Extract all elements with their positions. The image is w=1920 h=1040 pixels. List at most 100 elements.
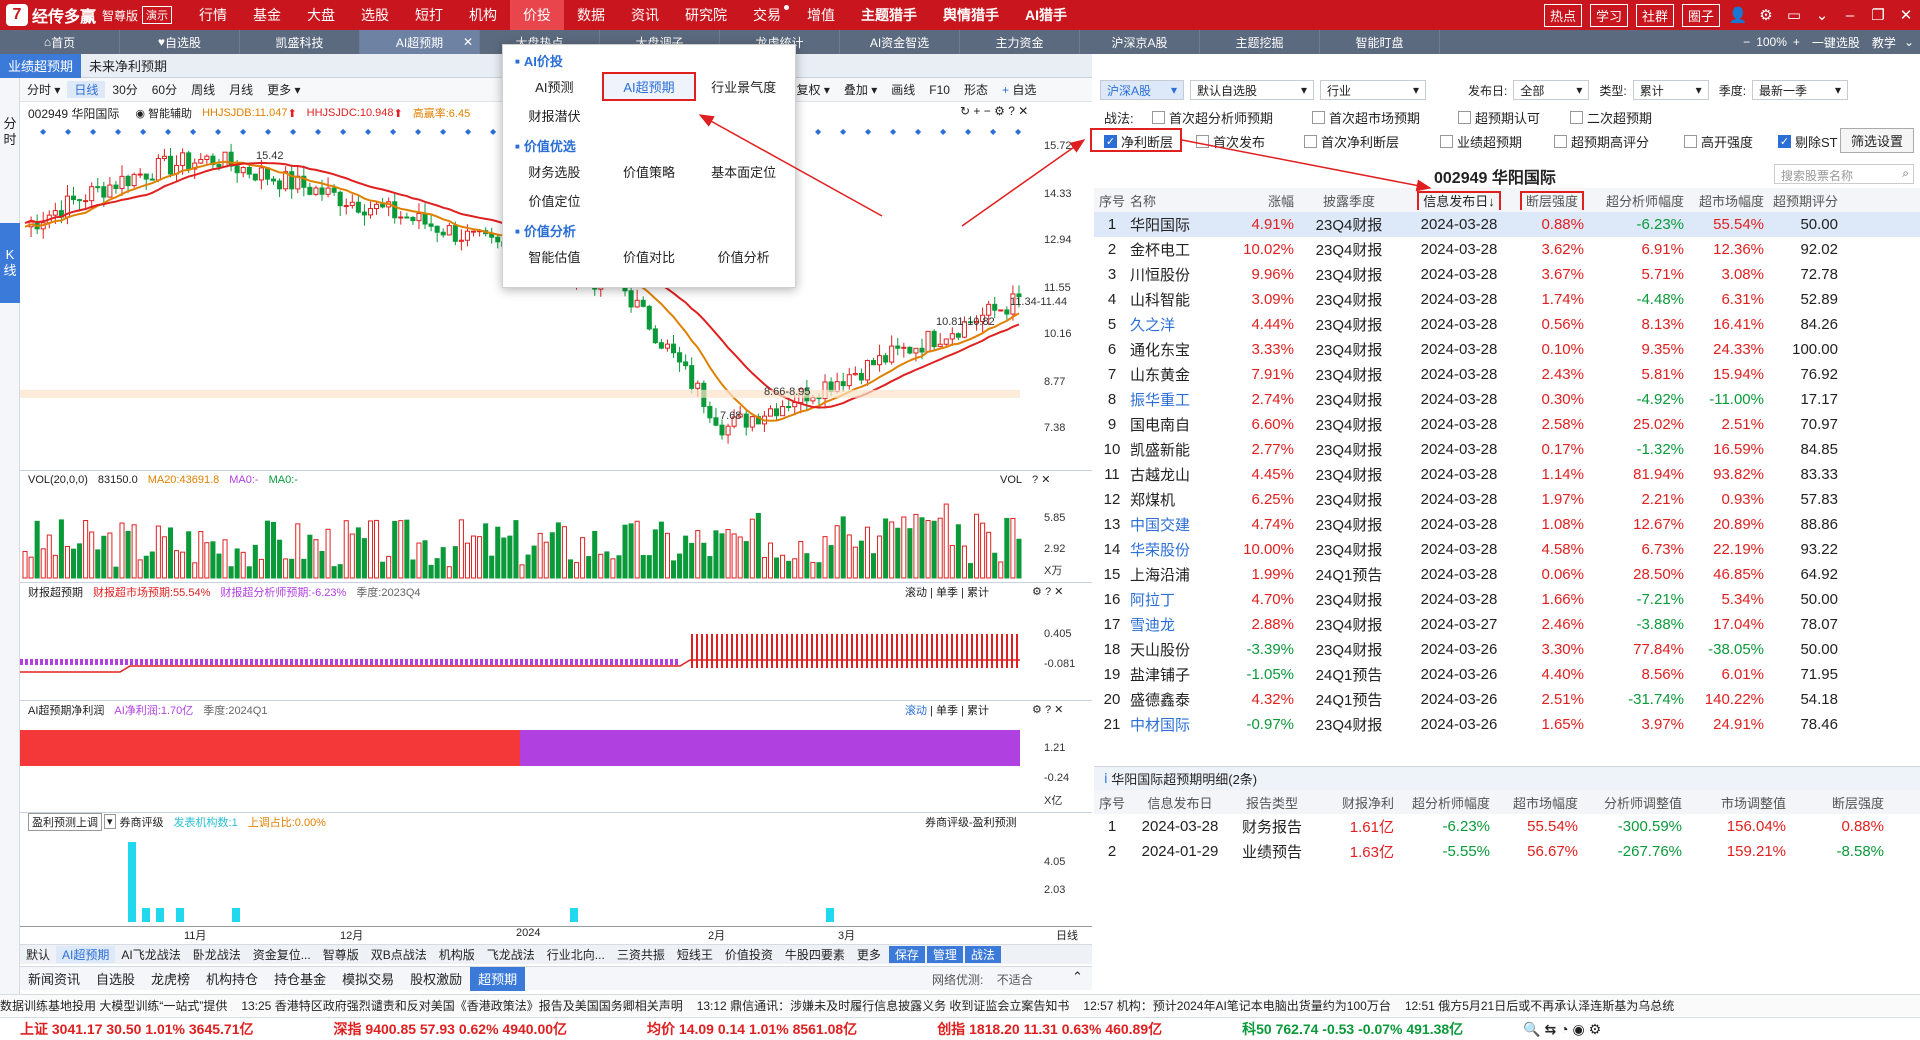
menu-news[interactable]: 资讯 xyxy=(631,7,660,23)
popup-value-locate[interactable]: 价值定位 xyxy=(528,194,581,209)
menu-pick[interactable]: 选股 xyxy=(361,7,390,23)
index-quote[interactable]: 科50 762.74 -0.53 -0.07% 491.38亿 xyxy=(1242,1021,1464,1037)
popup-valuation[interactable]: 智能估值 xyxy=(528,250,581,265)
volume-chart[interactable] xyxy=(20,488,1040,580)
gear-icon[interactable]: ⚙ xyxy=(1759,7,1773,24)
menu-data[interactable]: 数据 xyxy=(577,7,606,23)
tab-a-share[interactable]: 沪深京A股 xyxy=(1080,30,1200,54)
th-name[interactable]: 名称 xyxy=(1130,193,1157,209)
table-row[interactable]: 3 川恒股份 9.96% 23Q4财报 2024-03-28 3.67% 5.71% 3.08… xyxy=(1094,262,1920,287)
indicator-tab[interactable]: 行业北向... xyxy=(546,948,605,962)
period-30m[interactable]: 30分 xyxy=(112,83,138,97)
table-row[interactable]: 21 中材国际 -0.97% 23Q4财报 2024-03-26 1.65% 3.97% 24… xyxy=(1094,712,1920,737)
cb-recognized[interactable]: 超预期认可 xyxy=(1458,108,1540,127)
draw-line-button[interactable]: 画线 xyxy=(891,83,916,97)
menu-theme-hunter[interactable]: 主题猎手 xyxy=(861,7,918,23)
popup-ai-beyond[interactable]: AI超预期 xyxy=(601,72,697,101)
index-quote[interactable]: 上证 3041.17 30.50 1.01% 3645.71亿 xyxy=(20,1021,254,1037)
chevron-down-icon[interactable]: ▾ xyxy=(104,814,116,829)
fin-beyond-chart[interactable] xyxy=(20,600,1040,698)
cb-second[interactable]: 二次超预期 xyxy=(1570,108,1652,127)
chevron-down-icon[interactable]: ⌄ xyxy=(1815,7,1829,24)
btab-inst[interactable]: 机构持仓 xyxy=(206,972,259,987)
indicator-tab[interactable]: AI飞龙战法 xyxy=(121,948,181,962)
btab-sim[interactable]: 模拟交易 xyxy=(342,972,395,987)
cb-first-analyst[interactable]: 首次超分析师预期 xyxy=(1152,108,1273,127)
pattern-button[interactable]: 形态 xyxy=(963,83,988,97)
f10-button[interactable]: F10 xyxy=(929,82,950,97)
pub-select[interactable]: 全部 ▾ xyxy=(1513,80,1590,100)
news-item[interactable]: 13:12 鼎信通讯：涉嫌未及时履行信息披露义务 收到证监会立案告知书 xyxy=(696,999,1070,1013)
cb-gap-open[interactable]: 高开强度 xyxy=(1684,132,1753,151)
period-more[interactable]: 更多 ▾ xyxy=(267,83,301,97)
btab-fund[interactable]: 持仓基金 xyxy=(274,972,327,987)
indicator-tab[interactable]: 保存 xyxy=(888,946,925,963)
menu-ai-hunter[interactable]: AI猎手 xyxy=(1025,7,1068,23)
sidebar-time[interactable]: 分时 xyxy=(3,116,17,147)
assist-toggle[interactable]: ◉ 智能辅助 xyxy=(135,105,192,121)
ainp-roll[interactable]: 滚动 xyxy=(905,704,927,717)
menu-quote[interactable]: 行情 xyxy=(199,7,228,23)
dh-no[interactable]: 序号 xyxy=(1098,795,1125,811)
dh-type[interactable]: 报告类型 xyxy=(1245,795,1298,811)
btab-beyond[interactable]: 超预期 xyxy=(470,966,526,991)
user-icon[interactable]: 👤 xyxy=(1728,7,1748,24)
fin-cum[interactable]: 累计 xyxy=(966,586,989,599)
table-row[interactable]: 12 郑煤机 6.25% 23Q4财报 2024-03-28 1.97% 2.21% 0.93… xyxy=(1094,487,1920,512)
table-row[interactable]: 11 古越龙山 4.45% 23Q4财报 2024-03-28 1.14% 81.94% 93… xyxy=(1094,462,1920,487)
zoom-in-icon[interactable]: + xyxy=(1792,35,1800,49)
tab-home[interactable]: ⌂ 首页 xyxy=(0,30,120,54)
cb-beyond[interactable]: 业绩超预期 xyxy=(1440,132,1522,151)
th-break[interactable]: 断层强度 xyxy=(1514,190,1584,210)
period-60m[interactable]: 60分 xyxy=(151,83,178,97)
help-icon[interactable]: ? xyxy=(1044,704,1052,716)
add-watchlist-button[interactable]: + 自选 xyxy=(995,81,1043,98)
table-row[interactable]: 10 凯盛新能 2.77% 23Q4财报 2024-03-28 0.17% -1.32% 16… xyxy=(1094,437,1920,462)
table-row[interactable]: 2 金杯电工 10.02% 23Q4财报 2024-03-28 3.62% 6.91% 12.… xyxy=(1094,237,1920,262)
th-date[interactable]: 信息发布日↓ xyxy=(1404,190,1514,210)
btab-lhb[interactable]: 龙虎榜 xyxy=(151,972,191,987)
indicator-tab[interactable]: 智尊版 xyxy=(322,948,359,962)
news-item[interactable]: 12:57 机构：预计2024年AI笔记本电脑出货量约为100万台 xyxy=(1083,999,1391,1013)
period-week[interactable]: 周线 xyxy=(191,83,216,97)
indicator-tab[interactable]: 飞龙战法 xyxy=(486,948,535,962)
zoom-out-icon[interactable]: − xyxy=(1743,35,1751,49)
indicator-tab[interactable]: 战法 xyxy=(964,946,1001,963)
popup-industry[interactable]: 行业景气度 xyxy=(711,80,777,95)
close-icon[interactable]: ✕ xyxy=(1054,704,1064,716)
restore-icon[interactable]: ❐ xyxy=(1871,7,1885,24)
ai-netprofit-chart[interactable] xyxy=(20,718,1040,810)
menu-fund[interactable]: 基金 xyxy=(253,7,282,23)
minimize-icon[interactable]: – xyxy=(1845,6,1855,24)
news-item[interactable]: 12:51 俄方5月21日后或不再承认泽连斯基为乌总统 xyxy=(1404,999,1675,1013)
cb-first-publish[interactable]: 首次发布 xyxy=(1196,132,1265,151)
one-click-pick-button[interactable]: 一键选股 xyxy=(1811,35,1860,50)
close-icon[interactable]: ✕ xyxy=(1054,586,1064,598)
news-item[interactable]: 13:25 香港特区政府强烈谴责和反对美国《香港政策法》报告及美国国务卿相关声明 xyxy=(241,999,683,1013)
table-row[interactable]: 19 盐津铺子 -1.05% 24Q1预告 2024-03-26 4.40% 8.56% 6.… xyxy=(1094,662,1920,687)
indicator-tab[interactable]: 默认 xyxy=(26,948,51,962)
filter-settings-button[interactable]: 筛选设置 xyxy=(1840,128,1915,153)
dh-date[interactable]: 信息发布日 xyxy=(1147,795,1213,811)
gear-icon[interactable]: ⚙ xyxy=(1032,586,1042,598)
edu-button[interactable]: 教学 xyxy=(1871,35,1896,50)
close-icon[interactable]: ✕ xyxy=(1041,474,1051,486)
index-quote[interactable]: 深指 9400.85 57.93 0.62% 4940.00亿 xyxy=(333,1021,568,1037)
cb-exclude-st[interactable]: ✓ 剔除ST xyxy=(1778,132,1838,151)
popup-value-strategy[interactable]: 价值策略 xyxy=(623,165,676,180)
menu-short[interactable]: 短打 xyxy=(415,7,444,23)
tab-ai-fund[interactable]: AI资金智选 xyxy=(840,30,960,54)
help-icon[interactable]: ? xyxy=(1032,474,1039,486)
btab-watch[interactable]: 自选股 xyxy=(96,972,136,987)
table-row[interactable]: 1 华阳国际 4.91% 23Q4财报 2024-03-28 0.88% -6.23% 55.… xyxy=(1094,212,1920,237)
learn-button[interactable]: 学习 xyxy=(1589,3,1628,27)
group-select[interactable]: 默认自选股 ▾ xyxy=(1190,80,1314,100)
subtab-beyond[interactable]: 业绩超预期 xyxy=(0,53,82,78)
rating-select[interactable]: 盈利预测上调 xyxy=(28,812,102,831)
circle-button[interactable]: 圈子 xyxy=(1681,3,1720,27)
dh-market-adj[interactable]: 市场调整值 xyxy=(1720,795,1786,811)
popup-fundamental[interactable]: 基本面定位 xyxy=(711,165,777,180)
tab-main-fund[interactable]: 主力资金 xyxy=(960,30,1080,54)
tab-stock[interactable]: 凯盛科技 xyxy=(240,30,360,54)
minus-icon[interactable]: − xyxy=(983,104,991,118)
